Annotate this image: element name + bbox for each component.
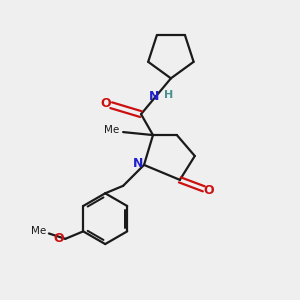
Text: Me: Me: [104, 125, 119, 135]
Text: O: O: [53, 232, 64, 245]
Text: O: O: [204, 184, 214, 197]
Text: H: H: [164, 90, 173, 100]
Text: N: N: [149, 90, 160, 103]
Text: Me: Me: [31, 226, 46, 236]
Text: O: O: [100, 97, 111, 110]
Text: N: N: [133, 157, 143, 170]
